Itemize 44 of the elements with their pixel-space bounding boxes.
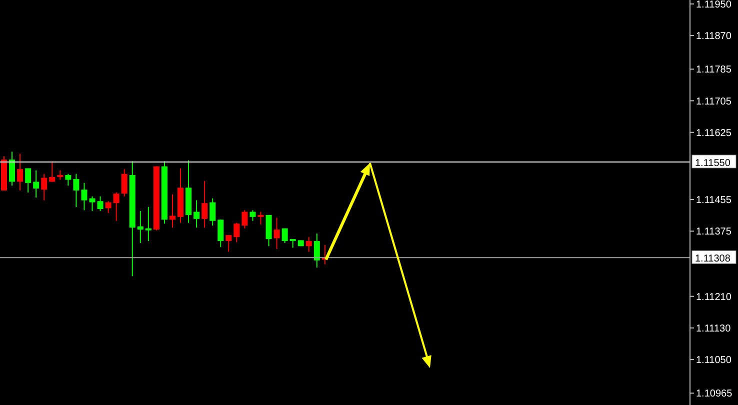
candlestick: [9, 151, 16, 186]
candlestick: [49, 160, 56, 182]
candlestick: [274, 217, 280, 250]
y-tick-label: 1.11375: [696, 226, 732, 238]
candlestick: [250, 210, 256, 222]
y-tick-label: 1.10965: [696, 388, 733, 400]
candlestick: [25, 168, 32, 193]
y-tick-label: 1.11625: [696, 128, 732, 139]
candlestick: [145, 206, 152, 242]
candlestick: [97, 196, 104, 212]
candlestick: [169, 194, 176, 228]
candlestick: [202, 180, 208, 228]
candlestick: [41, 173, 48, 201]
candlestick: [282, 228, 288, 244]
y-tick-label: 1.11785: [696, 64, 732, 76]
candlestick: [242, 210, 248, 229]
ref-line-label: 1.11308: [695, 254, 731, 265]
candlestick: [218, 219, 224, 248]
candlestick: [105, 200, 112, 214]
candlestick: [121, 168, 128, 197]
y-tick-label: 1.11950: [696, 0, 732, 10]
candlestick: [137, 210, 144, 244]
candlestick: [73, 173, 80, 208]
y-tick-label: 1.11870: [696, 31, 732, 42]
candlestick: [226, 234, 232, 252]
candlestick: [113, 192, 120, 222]
y-tick-label: 1.11050: [696, 355, 732, 366]
candlestick: [89, 196, 96, 212]
candlestick: [306, 236, 312, 252]
y-tick-label: 1.11455: [696, 195, 732, 206]
candlestick: [65, 173, 72, 186]
y-tick-label: 1.11130: [696, 324, 732, 334]
candlestick: [210, 198, 216, 226]
candlestick: [57, 170, 64, 180]
candlestick: [258, 211, 264, 225]
candlestick: [81, 182, 88, 211]
candlestick: [17, 153, 24, 191]
candlestick: [194, 200, 200, 228]
candlestick: [314, 233, 320, 268]
ref-line-label: 1.11550: [695, 158, 731, 169]
candlestick: [33, 170, 40, 198]
y-tick-label: 1.11210: [696, 292, 732, 303]
y-tick-label: 1.11705: [696, 96, 732, 108]
candlestick: [234, 222, 240, 243]
